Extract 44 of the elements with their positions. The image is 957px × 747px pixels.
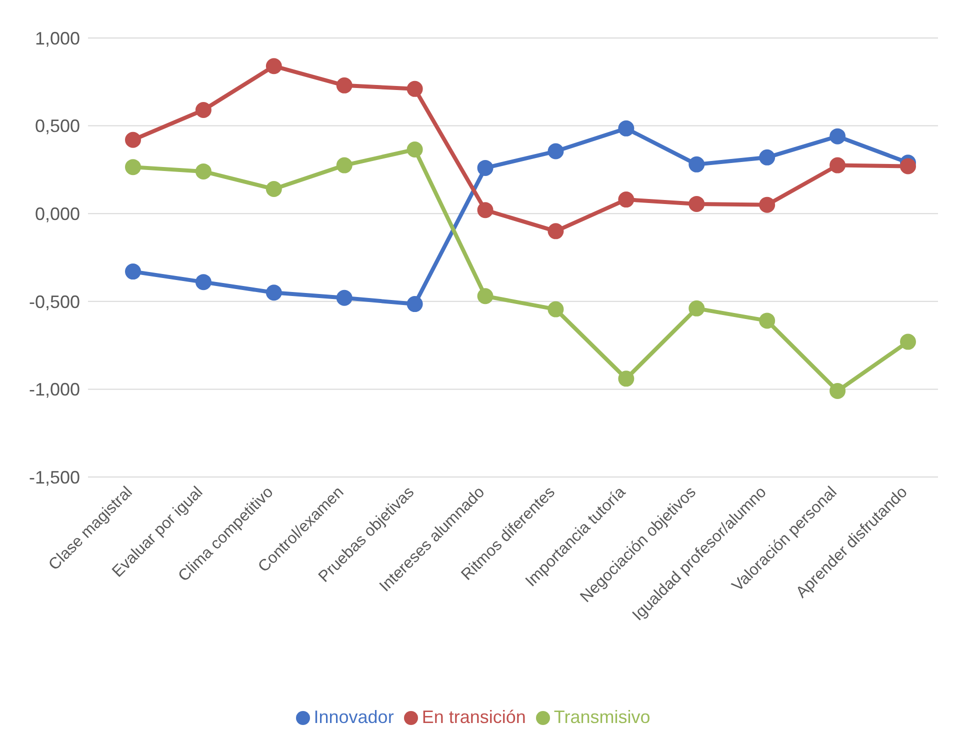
point: [266, 284, 282, 301]
point: [477, 160, 494, 176]
point: [830, 157, 846, 174]
point: [125, 264, 141, 280]
legend-label: Innovador: [314, 707, 394, 727]
point: [548, 143, 564, 160]
point: [618, 192, 634, 208]
point: [266, 181, 282, 198]
point: [195, 163, 212, 180]
point: [406, 80, 423, 97]
point: [548, 223, 564, 240]
point: [688, 300, 705, 316]
point: [618, 370, 634, 387]
y-tick-label: 0,500: [34, 116, 80, 136]
point: [336, 157, 352, 174]
point: [688, 196, 705, 212]
y-tick-label: 0,000: [34, 204, 80, 224]
point: [618, 120, 634, 136]
point: [336, 77, 352, 94]
point: [125, 159, 141, 176]
legend-label: Transmisivo: [554, 707, 650, 727]
point: [125, 132, 141, 148]
point: [688, 156, 705, 172]
point: [830, 128, 846, 144]
point: [759, 196, 776, 213]
point: [900, 158, 916, 174]
point: [759, 149, 776, 166]
point: [336, 290, 352, 306]
point: [477, 202, 494, 218]
y-tick-label: -1,000: [28, 380, 80, 400]
point: [195, 102, 212, 118]
point: [195, 274, 212, 290]
point: [406, 142, 423, 158]
point: [759, 312, 776, 329]
y-tick-label: -0,500: [28, 292, 80, 312]
legend-label: En transición: [422, 707, 526, 727]
point: [830, 382, 846, 399]
point: [406, 296, 423, 312]
y-tick-label: -1,500: [28, 467, 80, 488]
point: [477, 288, 494, 304]
point: [266, 58, 282, 74]
point: [548, 301, 564, 318]
y-tick-label: 1,000: [34, 28, 80, 48]
point: [900, 334, 916, 350]
